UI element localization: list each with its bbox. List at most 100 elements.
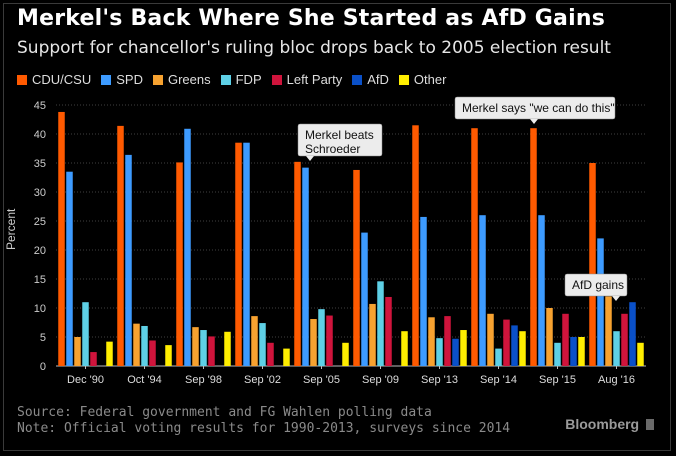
x-tick-label: Sep '15	[539, 374, 576, 386]
x-tick-label: Dec '90	[67, 374, 104, 386]
bar	[302, 167, 309, 366]
y-tick-label: 15	[34, 274, 46, 286]
y-tick-label: 0	[40, 361, 46, 373]
bar	[479, 215, 486, 366]
bar	[74, 337, 81, 366]
legend-item: FDP	[220, 72, 262, 87]
bar	[361, 232, 368, 366]
legend-item: CDU/CSU	[17, 72, 91, 87]
bar	[495, 348, 502, 366]
bar	[436, 338, 443, 366]
bar	[519, 331, 526, 366]
legend-swatch	[352, 74, 363, 85]
bar	[106, 341, 113, 366]
bar	[385, 296, 392, 366]
brand-name: Bloomberg	[565, 416, 640, 432]
bar	[377, 281, 384, 366]
y-tick-label: 45	[34, 100, 46, 112]
bar	[184, 128, 191, 366]
bar	[165, 345, 172, 366]
bar	[546, 308, 553, 366]
bar	[176, 162, 183, 366]
bar	[133, 323, 140, 366]
bar	[538, 215, 545, 366]
bar	[310, 319, 317, 366]
callout-text: AfD gains	[572, 278, 624, 292]
callout-pointer	[306, 156, 314, 161]
legend-label: Other	[413, 72, 447, 87]
x-tick-label: Oct '94	[127, 374, 162, 386]
legend-label: SPD	[116, 72, 143, 87]
bar	[597, 238, 604, 366]
bar	[117, 125, 124, 366]
bar	[294, 161, 301, 366]
legend-item: SPD	[101, 72, 143, 87]
bar	[629, 302, 636, 366]
bar	[353, 169, 360, 366]
bar	[444, 316, 451, 366]
bar	[58, 111, 65, 367]
y-tick-label: 5	[40, 332, 46, 344]
legend-label: CDU/CSU	[32, 72, 92, 87]
y-tick-label: 20	[34, 245, 46, 257]
bar	[503, 319, 510, 366]
bar	[412, 125, 419, 366]
bar	[90, 352, 97, 366]
bar	[452, 338, 459, 366]
annotation-callout: Merkel says "we can do this"	[454, 96, 616, 124]
bar	[141, 325, 148, 366]
bar	[192, 327, 199, 366]
y-tick-label: 25	[34, 216, 46, 228]
legend-swatch	[271, 74, 282, 85]
bar	[208, 336, 215, 366]
bar	[460, 330, 467, 366]
bar	[613, 331, 620, 366]
y-tick-label: 30	[34, 187, 46, 199]
bar	[251, 316, 258, 366]
source-text: Source: Federal government and FG Wahlen…	[17, 405, 432, 420]
legend-label: Greens	[167, 72, 211, 87]
bar	[283, 348, 290, 366]
bar	[235, 142, 242, 366]
bar	[326, 315, 333, 366]
y-tick-label: 10	[34, 303, 46, 315]
callout-text: Merkel says "we can do this"	[462, 101, 615, 115]
brand-badge-icon	[646, 419, 654, 430]
callout-text: Schroeder	[305, 142, 360, 156]
legend-item: Greens	[152, 72, 211, 87]
legend-item: AfD	[352, 72, 389, 87]
bar	[511, 325, 518, 366]
x-tick-label: Aug '16	[598, 374, 635, 386]
bar	[621, 313, 628, 366]
brand-logo: Bloomberg	[565, 416, 654, 432]
bar	[267, 342, 274, 366]
x-tick-label: Sep '09	[362, 374, 399, 386]
y-tick-label: 40	[34, 129, 46, 141]
bar	[149, 340, 156, 366]
x-tick-label: Sep '05	[303, 374, 340, 386]
source-note: Source: Federal government and FG Wahlen…	[17, 405, 510, 437]
bar	[342, 342, 349, 366]
legend-label: AfD	[367, 72, 389, 87]
bar	[578, 337, 585, 366]
legend-swatch	[220, 74, 231, 85]
chart-title: Merkel's Back Where She Started as AfD G…	[17, 6, 605, 31]
x-tick-label: Sep '98	[185, 374, 222, 386]
legend-item: Other	[398, 72, 447, 87]
annotation-callout: AfD gains	[564, 273, 628, 301]
bar	[224, 331, 231, 366]
bar	[471, 128, 478, 366]
chart-subtitle: Support for chancellor's ruling bloc dro…	[17, 38, 611, 58]
legend-label: FDP	[235, 72, 262, 87]
legend-swatch	[101, 74, 112, 85]
bar	[66, 171, 73, 366]
bar	[369, 303, 376, 366]
callout-text: Merkel beats	[305, 128, 374, 142]
note-text: Note: Official voting results for 1990-2…	[17, 421, 511, 436]
y-tick-label: 35	[34, 158, 46, 170]
legend-swatch	[152, 74, 163, 85]
bar	[487, 313, 494, 366]
x-tick-label: Sep '14	[480, 374, 517, 386]
